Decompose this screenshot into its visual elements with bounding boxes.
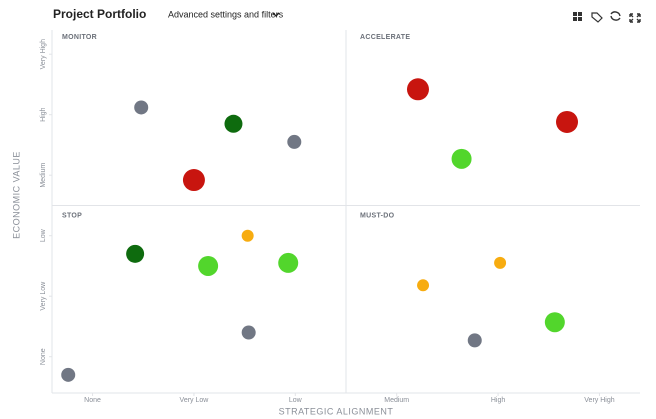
quadrant-label: MUST-DO — [360, 212, 395, 219]
page-title: Project Portfolio — [53, 7, 146, 21]
bubble — [417, 279, 430, 292]
bubble — [287, 134, 302, 149]
y-tick-label: Medium — [40, 163, 47, 188]
bubble — [224, 114, 243, 133]
bubble — [278, 252, 299, 273]
y-tick-label: Very Low — [40, 281, 47, 311]
y-tick-label: Very High — [40, 39, 47, 69]
y-tick-label: None — [40, 348, 47, 365]
grid-icon[interactable] — [573, 12, 582, 21]
bubble — [544, 312, 565, 333]
y-axis-title: ECONOMIC VALUE — [11, 151, 21, 239]
bubble — [556, 110, 579, 133]
bubble — [241, 229, 254, 242]
bubble — [134, 100, 149, 115]
y-tick-label: High — [40, 107, 47, 122]
bubble — [182, 169, 205, 192]
bubble — [126, 244, 145, 263]
bubble — [467, 333, 482, 348]
x-tick-label: Very Low — [180, 397, 210, 404]
refresh-icon[interactable] — [610, 11, 621, 21]
bubble — [451, 148, 472, 169]
chevron-icon[interactable] — [272, 12, 280, 17]
x-tick-label: High — [491, 397, 506, 404]
quadrant-label: STOP — [62, 212, 82, 219]
filters-toggle[interactable]: Advanced settings and filters — [168, 9, 284, 19]
bubble — [241, 325, 256, 340]
bubble — [406, 78, 429, 101]
bubble — [198, 255, 219, 276]
bubble — [61, 367, 76, 382]
x-tick-label: None — [84, 397, 101, 404]
x-tick-label: Medium — [384, 397, 409, 404]
bubble — [494, 256, 507, 269]
quadrant-label: ACCELERATE — [360, 34, 410, 41]
y-tick-label: Low — [40, 228, 47, 242]
x-axis-title: STRATEGIC ALIGNMENT — [279, 406, 394, 416]
tag-icon[interactable] — [591, 12, 603, 23]
x-tick-label: Very High — [584, 397, 614, 404]
fullscreen-icon[interactable] — [629, 13, 641, 23]
quadrant-label: MONITOR — [62, 34, 97, 41]
x-tick-label: Low — [289, 397, 303, 404]
